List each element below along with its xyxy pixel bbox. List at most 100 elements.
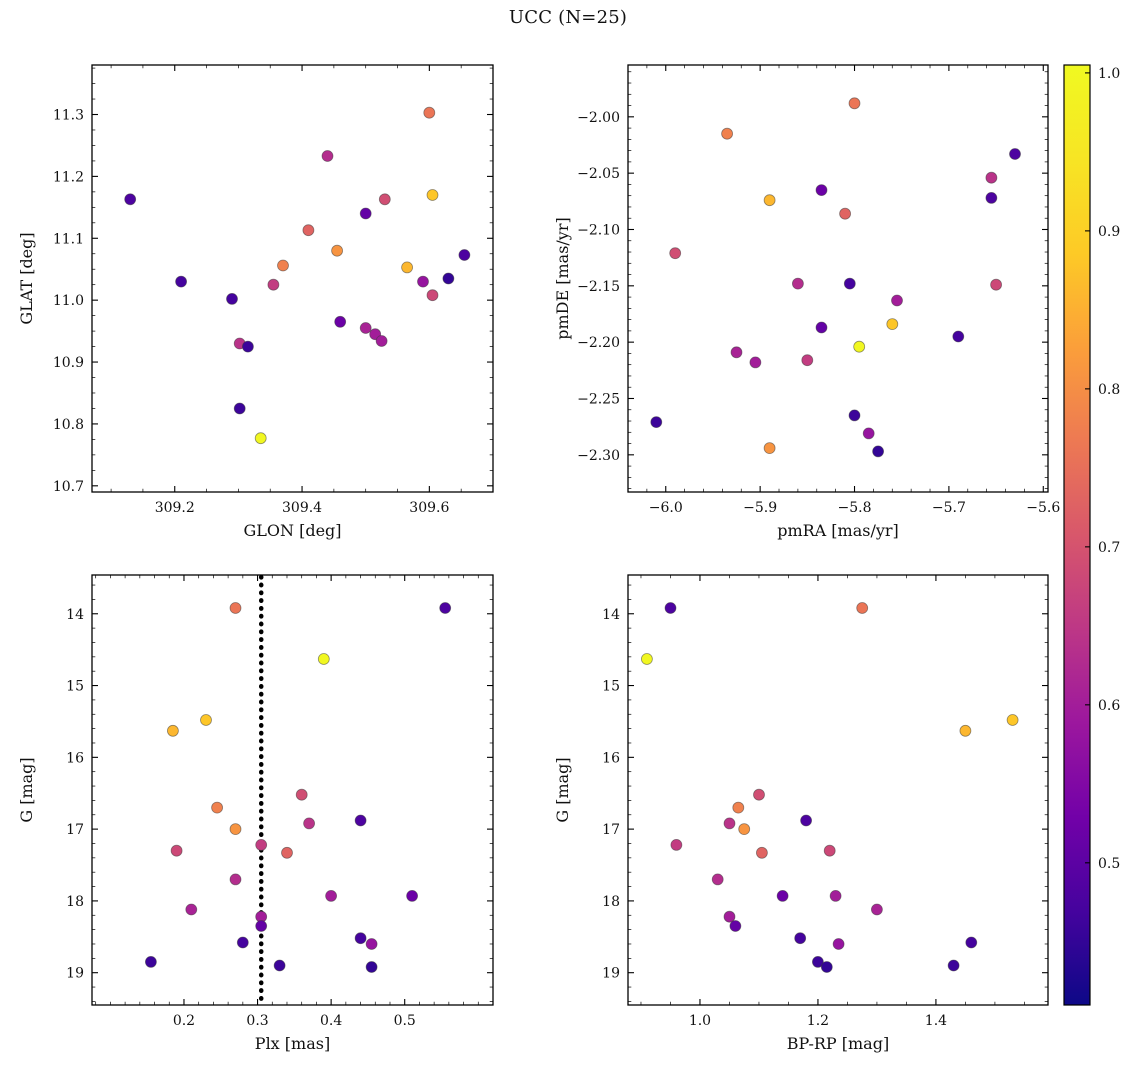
data-point bbox=[226, 292, 238, 305]
colorbar-tick-label: 0.9 bbox=[1098, 224, 1120, 240]
data-point bbox=[439, 602, 452, 614]
y-tick-label: 14 bbox=[66, 607, 84, 623]
data-point bbox=[458, 249, 471, 261]
data-point bbox=[354, 814, 367, 827]
colorbar-tick-label: 1.0 bbox=[1098, 66, 1120, 82]
data-point bbox=[862, 427, 875, 440]
data-point bbox=[839, 207, 851, 220]
y-tick-label: 16 bbox=[602, 750, 620, 766]
data-point bbox=[229, 823, 242, 835]
data-point bbox=[723, 910, 736, 923]
data-point bbox=[401, 261, 414, 274]
data-point bbox=[749, 356, 762, 369]
x-tick-label: 0.3 bbox=[246, 1013, 268, 1029]
data-point bbox=[406, 890, 419, 902]
data-point bbox=[359, 207, 372, 220]
axes-frame bbox=[91, 574, 494, 1006]
panel-cmd: 1.0 1.2 1.4 14 15 16 17 18 19 BP-RP [mag] G [mag] bbox=[553, 574, 1049, 1053]
data-point bbox=[730, 346, 743, 359]
y-tick-label: 16 bbox=[66, 750, 84, 766]
x-tick-label: 1.4 bbox=[925, 1013, 947, 1029]
data-point bbox=[378, 193, 391, 206]
x-axis-label: Plx [mas] bbox=[255, 1034, 330, 1053]
data-point bbox=[331, 244, 344, 257]
data-point bbox=[815, 321, 828, 334]
data-point bbox=[756, 846, 768, 859]
data-point bbox=[985, 171, 998, 184]
data-point bbox=[729, 920, 742, 932]
data-point bbox=[763, 194, 776, 207]
colorbar-tick-label: 0.8 bbox=[1098, 382, 1120, 398]
y-axis-label: G [mag] bbox=[553, 757, 572, 822]
data-point bbox=[233, 402, 246, 415]
data-point bbox=[812, 956, 824, 968]
data-point bbox=[732, 801, 745, 814]
y-tick-label: −2.05 bbox=[577, 166, 620, 182]
data-point bbox=[843, 277, 856, 290]
data-point bbox=[295, 788, 308, 801]
data-point bbox=[241, 340, 254, 353]
data-point bbox=[417, 275, 429, 288]
data-point bbox=[871, 903, 883, 916]
x-tick-label: −5.9 bbox=[743, 500, 777, 516]
x-tick-label: −6.0 bbox=[649, 500, 683, 516]
y-tick-label: 15 bbox=[602, 679, 620, 695]
x-tick-label: 0.2 bbox=[173, 1013, 195, 1029]
data-point bbox=[185, 903, 198, 916]
data-point bbox=[853, 340, 866, 353]
y-tick-label: 11.0 bbox=[53, 293, 84, 309]
x-tick-label: 0.4 bbox=[320, 1013, 342, 1029]
data-point bbox=[302, 224, 315, 237]
data-point bbox=[334, 315, 347, 328]
x-axis-label: BP-RP [mag] bbox=[787, 1034, 889, 1053]
data-point bbox=[670, 839, 683, 851]
y-tick-label: 10.7 bbox=[53, 479, 84, 495]
data-point bbox=[985, 191, 998, 204]
y-axis-label: pmDE [mas/yr] bbox=[553, 217, 572, 340]
data-point bbox=[359, 322, 372, 334]
data-point bbox=[711, 873, 724, 886]
data-point bbox=[273, 959, 286, 972]
x-tick-label: 0.5 bbox=[394, 1013, 416, 1029]
data-point bbox=[753, 788, 765, 801]
data-point bbox=[872, 445, 884, 458]
data-point bbox=[891, 294, 903, 307]
y-tick-label: 15 bbox=[66, 679, 84, 695]
x-tick-label: −5.8 bbox=[838, 500, 872, 516]
data-point bbox=[321, 150, 334, 162]
data-point bbox=[664, 602, 677, 614]
data-point bbox=[820, 961, 833, 973]
y-tick-label: −2.00 bbox=[577, 110, 620, 126]
y-tick-label: 17 bbox=[602, 822, 620, 838]
data-point bbox=[175, 275, 188, 288]
data-point bbox=[442, 272, 455, 285]
y-tick-label: 11.2 bbox=[53, 169, 84, 185]
colorbar-tick-label: 0.5 bbox=[1098, 856, 1120, 872]
data-point bbox=[426, 189, 439, 201]
data-point bbox=[650, 416, 663, 429]
data-point bbox=[952, 330, 965, 343]
data-point bbox=[829, 890, 842, 902]
x-tick-label: −5.6 bbox=[1026, 500, 1060, 516]
y-axis-label: G [mag] bbox=[17, 757, 36, 822]
data-point bbox=[229, 873, 242, 886]
data-point bbox=[375, 335, 388, 347]
panel-glon_glat: 309.2 309.4 309.6 10.7 10.8 10.9 11.0 11.1 11.2 1… bbox=[17, 64, 494, 540]
data-point bbox=[1006, 714, 1019, 726]
data-point bbox=[801, 354, 814, 367]
data-point bbox=[200, 714, 212, 726]
data-point bbox=[792, 277, 804, 290]
x-tick-label: 309.6 bbox=[409, 500, 449, 516]
data-point bbox=[823, 844, 836, 857]
data-point bbox=[365, 961, 378, 973]
axes-frame bbox=[627, 64, 1049, 493]
data-point bbox=[721, 127, 733, 140]
data-point bbox=[776, 890, 789, 902]
data-point bbox=[124, 193, 137, 206]
y-tick-label: 19 bbox=[602, 966, 620, 982]
x-tick-label: 309.2 bbox=[155, 500, 195, 516]
data-point bbox=[267, 278, 280, 291]
y-axis-label: GLAT [deg] bbox=[17, 232, 36, 324]
